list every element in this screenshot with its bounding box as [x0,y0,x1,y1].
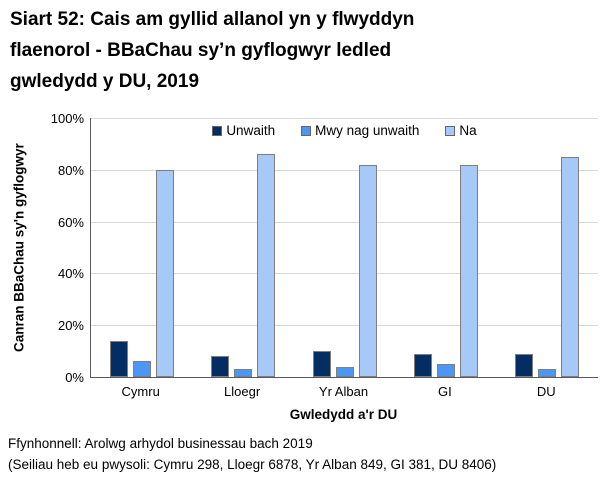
gridline-40 [91,273,598,275]
bar-gi-na [460,165,478,377]
y-tick-40: 40% [57,266,84,282]
y-tick-80: 80% [57,162,84,178]
y-axis-title: Canran BBaChau sy'n gyflogwyr [11,143,27,352]
bar-lloegr-na [257,154,275,377]
gridline-80 [91,169,598,171]
chart-title-line-1: Siart 52: Cais am gyllid allanol yn y fl… [10,9,415,30]
bar-du-unwaith [515,354,533,377]
legend-label: Unwaith [226,123,276,138]
legend-item-unwaith: Unwaith [212,123,275,138]
gridline-20 [91,325,598,327]
x-category-lloegr: Lloegr [224,384,261,399]
plot-area: Unwaith Mwy nag unwaith Na [90,118,598,378]
legend-swatch-icon [301,125,312,136]
chart-title: Siart 52: Cais am gyllid allanol yn y fl… [10,4,600,97]
y-tick-0: 0% [65,370,84,385]
chart-title-line-2: flaenorol - BBaChau sy’n gyflogwyr ledle… [10,40,392,61]
x-category-du: DU [536,384,556,399]
x-category-yr-alban: Yr Alban [318,384,369,399]
legend-item-mwy-nag-unwaith: Mwy nag unwaith [301,123,419,138]
legend-label: Na [459,123,477,138]
x-category-gi: GI [438,384,452,399]
legend-item-na: Na [445,123,477,138]
bar-cymru-na [156,170,174,377]
bar-gi-unwaith [414,354,432,377]
gridline-100 [91,118,598,119]
bar-lloegr-unwaith [211,356,229,377]
bar-gi-mwy-nag-unwaith [437,364,455,377]
legend-label: Mwy nag unwaith [315,123,420,138]
footnote-source: Ffynhonnell: Arolwg arhydol businessau b… [8,436,313,451]
legend-swatch-icon [212,125,223,136]
chart-title-line-3: gwledydd y DU, 2019 [10,71,200,92]
bar-lloegr-mwy-nag-unwaith [234,369,252,377]
legend-swatch-icon [445,125,456,136]
y-tick-60: 60% [57,214,84,230]
y-tick-100: 100% [50,111,84,126]
bar-cymru-unwaith [110,341,128,377]
y-tick-20: 20% [57,318,84,334]
footnote-bases: (Seiliau heb eu pwysoli: Cymru 298, Lloe… [8,457,497,472]
bar-yr-alban-na [359,165,377,377]
bar-du-mwy-nag-unwaith [538,369,556,377]
x-axis-title: Gwledydd a'r DU [289,407,398,422]
gridline-60 [91,221,598,223]
bar-yr-alban-mwy-nag-unwaith [336,367,354,377]
legend: Unwaith Mwy nag unwaith Na [91,123,598,138]
x-category-cymru: Cymru [121,384,160,399]
bar-du-na [561,157,579,377]
bar-cymru-mwy-nag-unwaith [133,361,151,377]
bar-yr-alban-unwaith [313,351,331,377]
